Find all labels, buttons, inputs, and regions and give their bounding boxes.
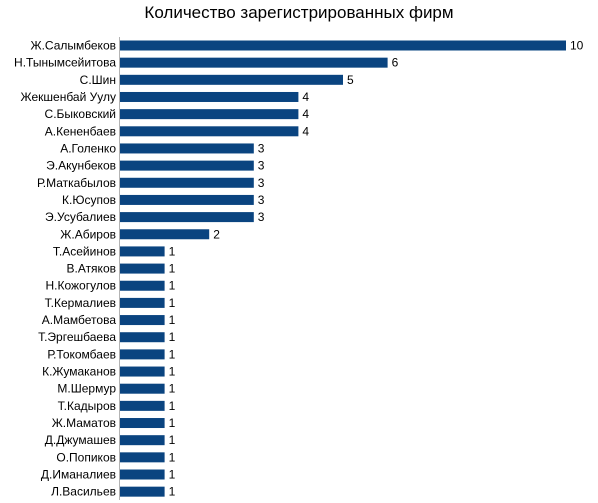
bar [120,177,254,188]
data-label: 1 [169,279,176,293]
data-label: 1 [169,485,176,499]
data-label: 3 [258,159,265,173]
data-label: 1 [169,416,176,430]
data-label: 5 [347,73,354,87]
data-label: 1 [169,313,176,327]
category-label: А.Голенко [60,141,116,155]
data-label: 1 [169,347,176,361]
data-label: 4 [302,107,309,121]
category-label: Т.Кадыров [58,399,116,413]
category-label: Л.Васильев [51,485,116,499]
bar [120,418,165,429]
category-label: А.Кененбаев [45,124,116,138]
bar [120,160,254,171]
data-label: 1 [169,468,176,482]
category-label: К.Юсупов [62,193,116,207]
bar [120,74,343,85]
bar [120,40,566,51]
data-label: 4 [302,90,309,104]
bar [120,400,165,411]
category-label: Т.Асейинов [53,244,116,258]
bar [120,383,165,394]
bar [120,57,388,68]
data-label: 1 [169,296,176,310]
data-label: 1 [169,365,176,379]
bar [120,109,299,120]
data-label: 1 [169,399,176,413]
category-label: Ж.Салымбеков [31,39,116,53]
bar [120,143,254,154]
bar [120,91,299,102]
bar [120,486,165,497]
bar [120,229,210,240]
data-label: 1 [169,382,176,396]
category-label: Э.Усубалиев [45,210,116,224]
bar [120,246,165,257]
chart-title: Количество зарегистрированных фирм [144,3,454,22]
category-label: Р.Маткабылов [37,176,116,190]
bar [120,452,165,463]
bar [120,435,165,446]
category-label: В.Атяков [66,262,116,276]
category-label: Ж.Маматов [52,416,116,430]
data-label: 6 [392,56,399,70]
category-label: С.Шин [80,73,116,87]
category-label: С.Быковский [45,107,116,121]
bar [120,194,254,205]
category-label: О.Попиков [56,450,116,464]
data-label: 3 [258,141,265,155]
bar [120,349,165,360]
bar [120,366,165,377]
category-label: Д.Джумашев [45,433,116,447]
bar [120,126,299,137]
category-label: Н.Кожогулов [45,279,116,293]
category-label: К.Жумаканов [42,365,116,379]
category-label: Ж.Абиров [60,227,116,241]
value-labels: 10 6 5 4 4 4 3 3 3 3 3 2 1 1 1 1 1 1 1 1 1 1 1 1 1 1 1 [169,39,584,499]
data-label: 1 [169,262,176,276]
category-labels: Ж.Салымбеков Н.Тынымсейитова С.Шин Жекшенба… [14,39,116,499]
data-label: 3 [258,193,265,207]
bar [120,315,165,326]
data-label: 3 [258,210,265,224]
data-label: 1 [169,244,176,258]
data-label: 1 [169,330,176,344]
data-label: 10 [570,39,584,53]
category-label: М.Шермур [57,382,116,396]
bar [120,280,165,291]
bars [120,40,566,497]
bar [120,212,254,223]
category-label: Жекшенбай Уулу [21,90,116,104]
category-label: Т.Эргешбаева [38,330,116,344]
bar [120,332,165,343]
data-label: 3 [258,176,265,190]
category-label: Т.Кермалиев [45,296,116,310]
category-label: А.Мамбетова [42,313,117,327]
bar [120,263,165,274]
bar [120,297,165,308]
category-label: Н.Тынымсейитова [14,56,116,70]
data-label: 1 [169,450,176,464]
bar [120,469,165,480]
category-label: Э.Акунбеков [46,159,116,173]
data-label: 4 [302,124,309,138]
category-label: Д.Иманалиев [41,468,116,482]
data-label: 1 [169,433,176,447]
category-label: Р.Токомбаев [47,347,116,361]
data-label: 2 [213,227,220,241]
